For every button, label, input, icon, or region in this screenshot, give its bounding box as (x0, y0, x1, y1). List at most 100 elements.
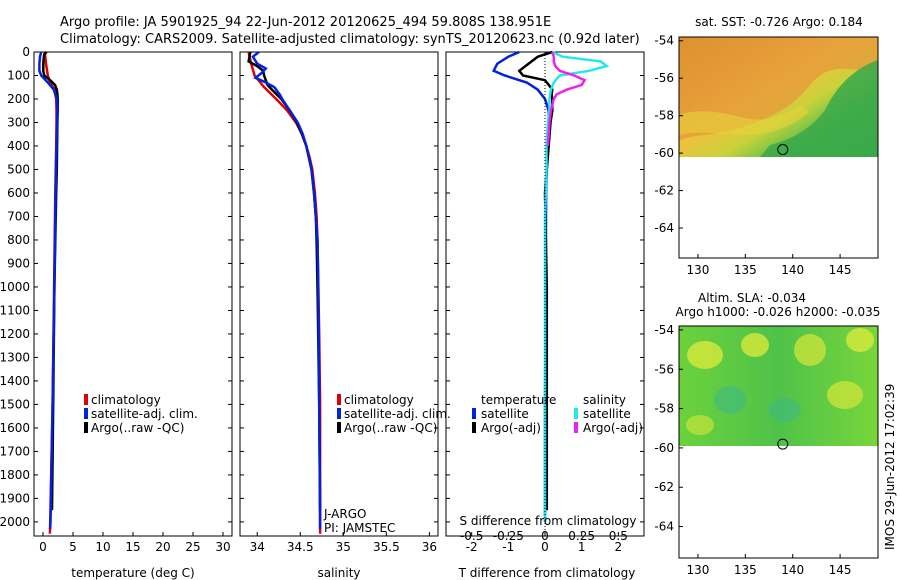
sst-map-cool-patch (760, 60, 878, 157)
legend-label-t-argo: Argo(-adj) (481, 421, 541, 435)
series-line-satellite-adj-clim- (251, 51, 322, 529)
y-tick-label: 100 (7, 68, 30, 82)
legend-swatch-argo (84, 422, 88, 433)
series-line-s-satellite (543, 50, 610, 522)
sst-map-title: sat. SST: -0.726 Argo: 0.184 (695, 15, 863, 29)
salinity-plot: 34 34.5 35 35.5 36 (240, 51, 438, 554)
legend-label-argo: Argo(..raw -QC) (344, 421, 437, 435)
float-pi-label: PI: JAMSTEC (324, 521, 395, 535)
legend-swatch-satellite-adj (84, 408, 88, 419)
sst-map-warm-patch (679, 37, 878, 140)
map-y-tick-label: -60 (654, 146, 674, 160)
y-tick-label: 0 (22, 45, 30, 59)
map-x-tick-label: 130 (686, 563, 709, 577)
s-tick-label: 0 (541, 529, 549, 543)
legend-label-climatology: climatology (344, 393, 414, 407)
map-y-tick-label: -60 (654, 441, 674, 455)
map-y-tick-label: -62 (654, 480, 674, 494)
y-tick-label: 2000 (0, 515, 30, 529)
legend-swatch-satellite-adj (337, 408, 341, 419)
legend-swatch-t-satellite (472, 408, 476, 419)
salinity-xlabel: salinity (317, 566, 360, 580)
y-tick-label: 1200 (0, 327, 30, 341)
difference-xlabel2: S difference from climatology (460, 514, 637, 528)
x-tick-label: 35.5 (373, 540, 400, 554)
difference-xlabel: T difference from climatology (458, 566, 636, 580)
x-tick-label: -1 (502, 540, 514, 554)
y-tick-label: 1800 (0, 468, 30, 482)
y-tick-label: 1900 (0, 491, 30, 505)
x-tick-label: 0 (39, 540, 47, 554)
argo-position-marker (777, 438, 789, 450)
x-tick-label: 25 (185, 540, 200, 554)
y-tick-label: 700 (7, 209, 30, 223)
series-line-t-satellite (491, 50, 550, 522)
series-line-s-argo-adj- (546, 51, 587, 147)
x-tick-label: 36 (422, 540, 437, 554)
sst-map-axes: 130 135 140 145 -54 -56 -58 -60 -62 -64 (654, 34, 851, 277)
x-tick-label: 1 (578, 540, 586, 554)
sla-map-axes: 130 135 140 145 -54 -56 -58 -60 -62 -64 (654, 323, 851, 577)
s-tick-label: 0.5 (609, 529, 628, 543)
series-line-satellite-adj-clim- (38, 51, 59, 530)
map-x-tick-label: 140 (781, 563, 804, 577)
salinity-panel-frame (239, 51, 439, 537)
y-tick-label: 1400 (0, 374, 30, 388)
s-tick-label: -0.25 (493, 529, 524, 543)
sst-map-frame (678, 36, 879, 259)
map-y-tick-label: -62 (654, 184, 674, 198)
x-tick-label: 2 (615, 540, 623, 554)
figure-title-line2: Climatology: CARS2009. Satellite-adjuste… (60, 32, 640, 47)
legend-label-t-satellite: satellite (481, 407, 529, 421)
x-tick-label: 15 (125, 540, 140, 554)
sla-map-blob (714, 386, 746, 414)
s-tick-label: 0.25 (568, 529, 595, 543)
series-line-argo-raw-qc- (247, 51, 322, 511)
x-tick-label: 34.5 (287, 540, 314, 554)
map-y-tick-label: -54 (654, 34, 674, 48)
series-line-climatology (247, 51, 322, 534)
legend-label-satellite-adj: satellite-adj. clim. (91, 407, 198, 421)
salinity-legend: climatology satellite-adj. clim. Argo(..… (323, 393, 451, 535)
y-tick-label: 1100 (0, 303, 30, 317)
argo-position-marker (777, 144, 789, 156)
sst-map-yellow-band (679, 105, 810, 135)
map-x-tick-label: 145 (829, 263, 852, 277)
legend-swatch-argo (337, 422, 341, 433)
legend-label-satellite-adj: satellite-adj. clim. (344, 407, 451, 421)
map-x-tick-label: 145 (829, 563, 852, 577)
difference-plot: -2 -1 0 1 2 -0.5 -0.25 0 0.25 0.5 (446, 50, 644, 554)
sla-map-blob (687, 341, 723, 369)
map-y-tick-label: -58 (654, 402, 674, 416)
y-tick-label: 800 (7, 233, 30, 247)
sla-map-blob (741, 333, 769, 357)
sla-map-title-line2: Argo h1000: -0.026 h2000: -0.035 (676, 305, 881, 319)
legend-swatch-s-satellite (574, 408, 578, 419)
legend-title-salinity: salinity (583, 393, 626, 407)
y-tick-label: 1600 (0, 421, 30, 435)
temperature-xlabel: temperature (deg C) (71, 566, 194, 580)
temperature-legend: climatology satellite-adj. clim. Argo(..… (84, 393, 198, 435)
legend-swatch-climatology (84, 394, 88, 405)
legend-label-s-argo: Argo(-adj) (583, 421, 643, 435)
x-tick-label: 34 (250, 540, 265, 554)
sla-map-blob (686, 415, 714, 435)
y-tick-label: 300 (7, 115, 30, 129)
sla-map (679, 326, 878, 446)
map-y-tick-label: -56 (654, 362, 674, 376)
legend-swatch-climatology (337, 394, 341, 405)
legend-title-temperature: temperature (481, 393, 556, 407)
map-y-tick-label: -56 (654, 71, 674, 85)
y-tick-label: 600 (7, 186, 30, 200)
temperature-panel-frame (33, 51, 233, 537)
sst-map (679, 37, 878, 157)
y-tick-label: 200 (7, 92, 30, 106)
x-tick-label: 30 (215, 540, 230, 554)
sla-map-frame (678, 325, 879, 559)
y-tick-label: 1300 (0, 350, 30, 364)
x-tick-label: 10 (95, 540, 110, 554)
map-x-tick-label: 135 (734, 263, 757, 277)
legend-label-climatology: climatology (91, 393, 161, 407)
